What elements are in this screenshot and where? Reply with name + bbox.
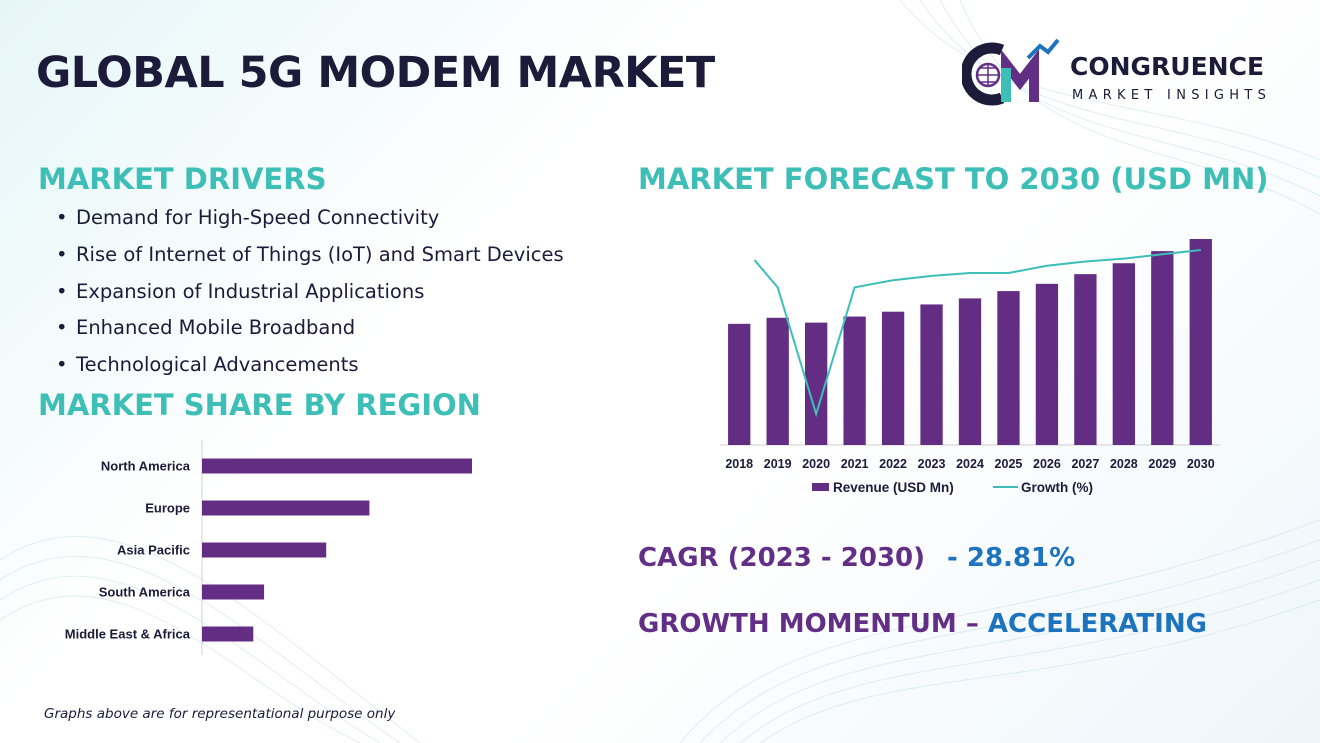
revenue-bar [1035, 283, 1059, 445]
revenue-bar [805, 322, 828, 445]
footnote: Graphs above are for representational pu… [44, 706, 396, 722]
region-label: Europe [145, 501, 190, 516]
logo-mark-icon [960, 38, 1060, 106]
logo-tagline: MARKET INSIGHTS [1072, 88, 1272, 103]
legend-label-growth: Growth (%) [1021, 480, 1093, 495]
list-item: • Enhanced Mobile Broadband [56, 316, 356, 340]
x-tick-label: 2026 [1033, 457, 1061, 471]
x-tick-label: 2022 [879, 457, 907, 471]
x-tick-label: 2019 [764, 457, 792, 471]
list-item: • Rise of Internet of Things (IoT) and Sm… [56, 242, 564, 266]
company-logo: CONGRUENCE MARKET INSIGHTS [960, 38, 1292, 108]
region-label: South America [99, 585, 191, 600]
region-bar [202, 626, 254, 642]
region-share-heading: MARKET SHARE BY REGION [38, 388, 481, 422]
list-item: • Technological Advancements [56, 353, 359, 377]
x-tick-label: 2020 [802, 457, 830, 471]
cagr-label: CAGR (2023 - 2030) [638, 543, 926, 573]
x-tick-label: 2024 [956, 457, 984, 471]
revenue-bar [1189, 239, 1212, 445]
region-label: Asia Pacific [117, 543, 190, 558]
region-bar [202, 542, 327, 558]
forecast-heading: MARKET FORECAST TO 2030 (USD MN) [638, 162, 1269, 196]
revenue-bar [958, 298, 982, 445]
revenue-bar [728, 323, 751, 445]
region-bar [202, 458, 472, 474]
x-tick-label: 2025 [995, 457, 1023, 471]
x-tick-label: 2028 [1110, 457, 1138, 471]
region-share-chart: North America Europe Asia Pacific South Ame… [65, 440, 472, 655]
x-tick-label: 2021 [841, 457, 869, 471]
page-title: GLOBAL 5G MODEM MARKET [36, 48, 715, 98]
x-tick-label: 2018 [725, 457, 753, 471]
legend-swatch-revenue [812, 483, 829, 491]
drivers-list: • Demand for High-Speed Connectivity • Ris… [56, 204, 564, 388]
driver-text: Rise of Internet of Things (IoT) and Sma… [76, 242, 564, 266]
cagr-stat: CAGR (2023 - 2030) - 28.81% [638, 543, 1075, 573]
region-label: North America [101, 459, 191, 474]
logo-name: CONGRUENCE [1070, 52, 1265, 81]
list-item: • Expansion of Industrial Applications [56, 279, 425, 303]
x-tick-label: 2027 [1071, 457, 1099, 471]
revenue-bar [1151, 251, 1174, 445]
x-tick-label: 2030 [1187, 457, 1215, 471]
driver-text: Demand for High-Speed Connectivity [76, 206, 440, 229]
revenue-bar [920, 304, 943, 445]
driver-text: Technological Advancements [76, 353, 359, 377]
forecast-chart: 2018 2019 2020 2021 2022 2023 2024 2025 2026 2027… [720, 239, 1220, 495]
momentum-stat: GROWTH MOMENTUM – ACCELERATING [638, 609, 1207, 639]
driver-text: Enhanced Mobile Broadband [76, 316, 356, 340]
revenue-bar [843, 316, 866, 445]
momentum-label: GROWTH MOMENTUM – [638, 609, 979, 639]
region-label: Middle East & Africa [65, 627, 191, 642]
region-bar [202, 584, 265, 600]
revenue-bar [766, 317, 789, 445]
legend-label-revenue: Revenue (USD Mn) [833, 480, 954, 495]
list-item: • Demand for High-Speed Connectivity [56, 206, 440, 229]
driver-text: Expansion of Industrial Applications [76, 279, 425, 303]
x-tick-label: 2023 [918, 457, 946, 471]
region-bar [202, 500, 370, 516]
revenue-bar [997, 291, 1020, 445]
revenue-bar [1112, 263, 1135, 445]
x-tick-label: 2029 [1148, 457, 1176, 471]
cagr-value: - 28.81% [947, 543, 1076, 573]
growth-line [753, 249, 1201, 418]
revenue-bar [1074, 274, 1097, 445]
momentum-value: ACCELERATING [987, 609, 1207, 639]
market-drivers-heading: MARKET DRIVERS [38, 162, 327, 196]
revenue-bar [881, 311, 905, 445]
